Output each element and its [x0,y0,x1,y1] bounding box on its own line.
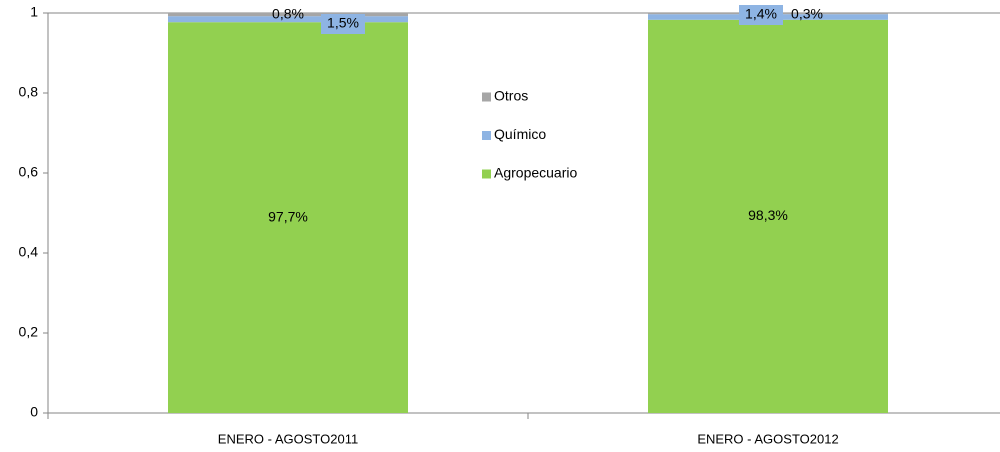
data-label: 1,5% [327,15,359,31]
data-label: 0,3% [791,6,823,22]
bar-segment [648,19,888,414]
bar-segment [168,22,408,413]
bar-segment [168,16,408,23]
y-tick-label: 0,8 [19,84,39,100]
data-label-box [739,5,783,25]
y-tick-label: 0,6 [19,164,39,180]
y-tick-label: 0,2 [19,324,39,340]
legend-label: Químico [494,126,546,142]
legend-swatch [482,92,491,102]
x-tick-label: ENERO - AGOSTO2011 [218,431,358,446]
data-label-box [321,14,365,34]
bar-segment [168,13,408,17]
legend-label: Agropecuario [494,165,577,181]
data-label: 1,4% [745,6,777,22]
x-tick-label: ENERO - AGOSTO2012 [697,431,838,446]
data-label: 98,3% [748,207,788,223]
legend-swatch [482,169,491,179]
y-tick-label: 0,4 [19,244,39,260]
data-label: 97,7% [268,208,308,224]
legend-label: Otros [494,88,528,104]
legend-swatch [482,131,491,140]
data-label: 0,8% [272,6,304,22]
y-tick-label: 0 [30,404,38,420]
y-tick-label: 1 [30,4,38,20]
